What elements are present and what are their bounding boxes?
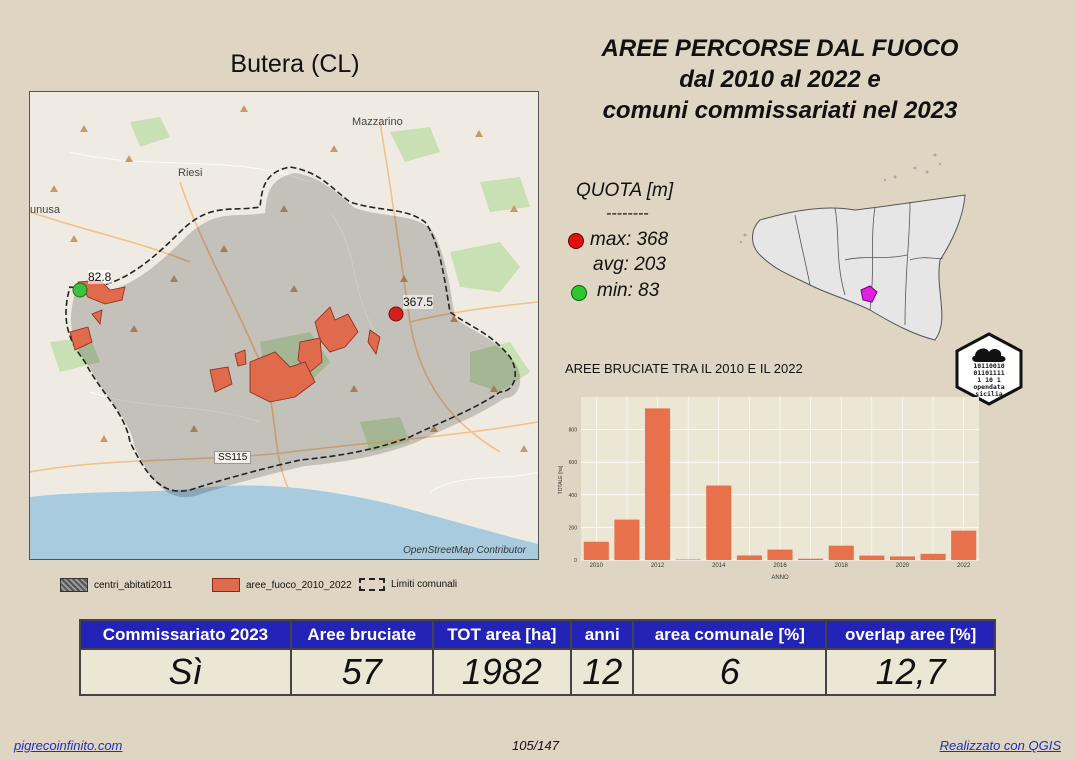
roads: [30, 121, 538, 493]
stats-value-row: Sì 57 1982 12 6 12,7: [79, 648, 996, 696]
footer-site-link[interactable]: pigrecoinfinito.com: [14, 738, 123, 753]
bar-2012: [644, 408, 671, 560]
chart-title: AREE BRUCIATE TRA IL 2010 E IL 2022: [565, 361, 803, 376]
footer-qgis-link[interactable]: Realizzato con QGIS: [939, 738, 1061, 753]
value-aree-bruciate: 57: [289, 648, 434, 696]
bar-2022: [951, 530, 977, 560]
value-commissariato: Sì: [79, 648, 292, 696]
y-tick-label: 600: [569, 460, 578, 466]
chart-x-label: ANNO: [771, 575, 789, 581]
bar-2010: [583, 541, 609, 560]
value-overlap: 12,7: [825, 648, 996, 696]
bar-2011: [614, 519, 640, 560]
hatch-swatch-icon: [60, 578, 88, 592]
legend-label-centri: centri_abitati2011: [94, 579, 173, 591]
legend-item-limiti: Limiti comunali: [359, 578, 457, 591]
x-tick-label: 2020: [896, 563, 910, 569]
map-view[interactable]: 82.8 367.5 Mazzarino Riesi unusa SS115 O…: [29, 91, 539, 560]
x-tick-label: 2016: [773, 563, 787, 569]
bar-2021: [920, 553, 946, 560]
bar-chart: 2010 2012 2014 2016 2018 2020 2022 0 200 400 600 8…: [558, 397, 979, 581]
legend-label-fuoco: aree_fuoco_2010_2022: [246, 579, 352, 591]
header-aree-bruciate: Aree bruciate: [289, 619, 434, 650]
municipal-boundary: [65, 166, 516, 492]
logo-binary-2: 01101111: [973, 369, 1005, 377]
place-label-left: unusa: [30, 204, 60, 216]
footer-page-number: 105/147: [512, 738, 559, 753]
minor-roads: [69, 151, 538, 493]
bar-2017: [798, 558, 824, 560]
x-tick-label: 2014: [712, 563, 726, 569]
min-elevation-marker: [72, 282, 88, 298]
main-title-line2: dal 2010 al 2022 e: [679, 66, 881, 93]
map-attribution: OpenStreetMap Contributor: [403, 545, 526, 556]
x-tick-label: 2022: [957, 563, 971, 569]
main-title: AREE PERCORSE DAL FUOCO dal 2010 al 2022…: [560, 33, 1000, 126]
bar-2014: [706, 485, 732, 560]
bar-2018: [828, 545, 854, 560]
main-title-line3: comuni commissariati nel 2023: [602, 97, 958, 124]
quota-min: min: 83: [597, 280, 660, 301]
min-elevation-label: 82.8: [88, 270, 112, 284]
map-legend: centri_abitati2011 aree_fuoco_2010_2022 …: [60, 578, 480, 594]
legend-item-centri: centri_abitati2011: [60, 578, 172, 592]
peak-markers: [50, 105, 528, 452]
value-anni: 12: [570, 648, 635, 696]
y-tick-label: 400: [569, 493, 578, 499]
value-tot-area: 1982: [431, 648, 573, 696]
min-dot-icon: [571, 285, 587, 301]
quota-max: max: 368: [590, 229, 669, 250]
fire-swatch-icon: [212, 578, 240, 592]
bar-2020: [889, 556, 916, 560]
logo-text-1: opendata: [973, 383, 1005, 391]
logo-text-2: sicilia: [975, 390, 1003, 398]
max-elevation-label: 367.5: [403, 295, 434, 309]
x-tick-label: 2012: [651, 563, 665, 569]
max-dot-icon: [568, 233, 584, 249]
quota-separator: --------: [606, 205, 649, 222]
cloud-icon: [955, 332, 1023, 406]
vegetation-areas: [50, 117, 530, 452]
header-tot-area: TOT area [ha]: [431, 619, 573, 650]
opendata-sicilia-logo: 10110010 01101111 1 10 1 opendata sicili…: [955, 332, 1023, 406]
y-tick-label: 200: [569, 525, 578, 531]
logo-binary-3: 1 10 1: [977, 376, 1001, 384]
bar-2019: [859, 555, 885, 560]
chart-y-label: TOTALE [ha]: [558, 465, 564, 494]
max-elevation-marker: [388, 306, 404, 322]
sicily-inset-map: [739, 153, 966, 341]
y-tick-label: 0: [574, 558, 577, 564]
header-commissariato: Commissariato 2023: [79, 619, 292, 650]
x-tick-label: 2018: [835, 563, 849, 569]
legend-label-limiti: Limiti comunali: [391, 579, 458, 590]
bar-2016: [767, 549, 793, 560]
boundary-swatch-icon: [359, 578, 385, 591]
header-anni: anni: [570, 619, 635, 650]
bar-2015: [736, 555, 762, 560]
road-label: SS115: [214, 451, 252, 464]
header-overlap: overlap aree [%]: [825, 619, 996, 650]
logo-binary-1: 10110010: [973, 362, 1005, 370]
map-canvas: [30, 92, 538, 559]
y-tick-label: 800: [569, 428, 578, 434]
sea-area: [30, 485, 538, 559]
stats-table: Commissariato 2023 Aree bruciate TOT are…: [79, 619, 996, 696]
place-label-riesi: Riesi: [178, 167, 203, 179]
main-title-line1: AREE PERCORSE DAL FUOCO: [601, 35, 959, 62]
legend-item-fuoco: aree_fuoco_2010_2022: [212, 578, 352, 592]
quota-title: QUOTA [m]: [576, 180, 674, 201]
map-title: Butera (CL): [230, 50, 360, 78]
butera-highlight: [860, 285, 878, 303]
stats-header-row: Commissariato 2023 Aree bruciate TOT are…: [79, 619, 996, 650]
quota-avg: avg: 203: [593, 254, 666, 275]
header-area-comunale: area comunale [%]: [632, 619, 828, 650]
value-area-comunale: 6: [632, 648, 828, 696]
x-tick-label: 2010: [590, 563, 604, 569]
burned-areas: [69, 279, 381, 403]
place-label-mazzarino: Mazzarino: [352, 116, 403, 128]
